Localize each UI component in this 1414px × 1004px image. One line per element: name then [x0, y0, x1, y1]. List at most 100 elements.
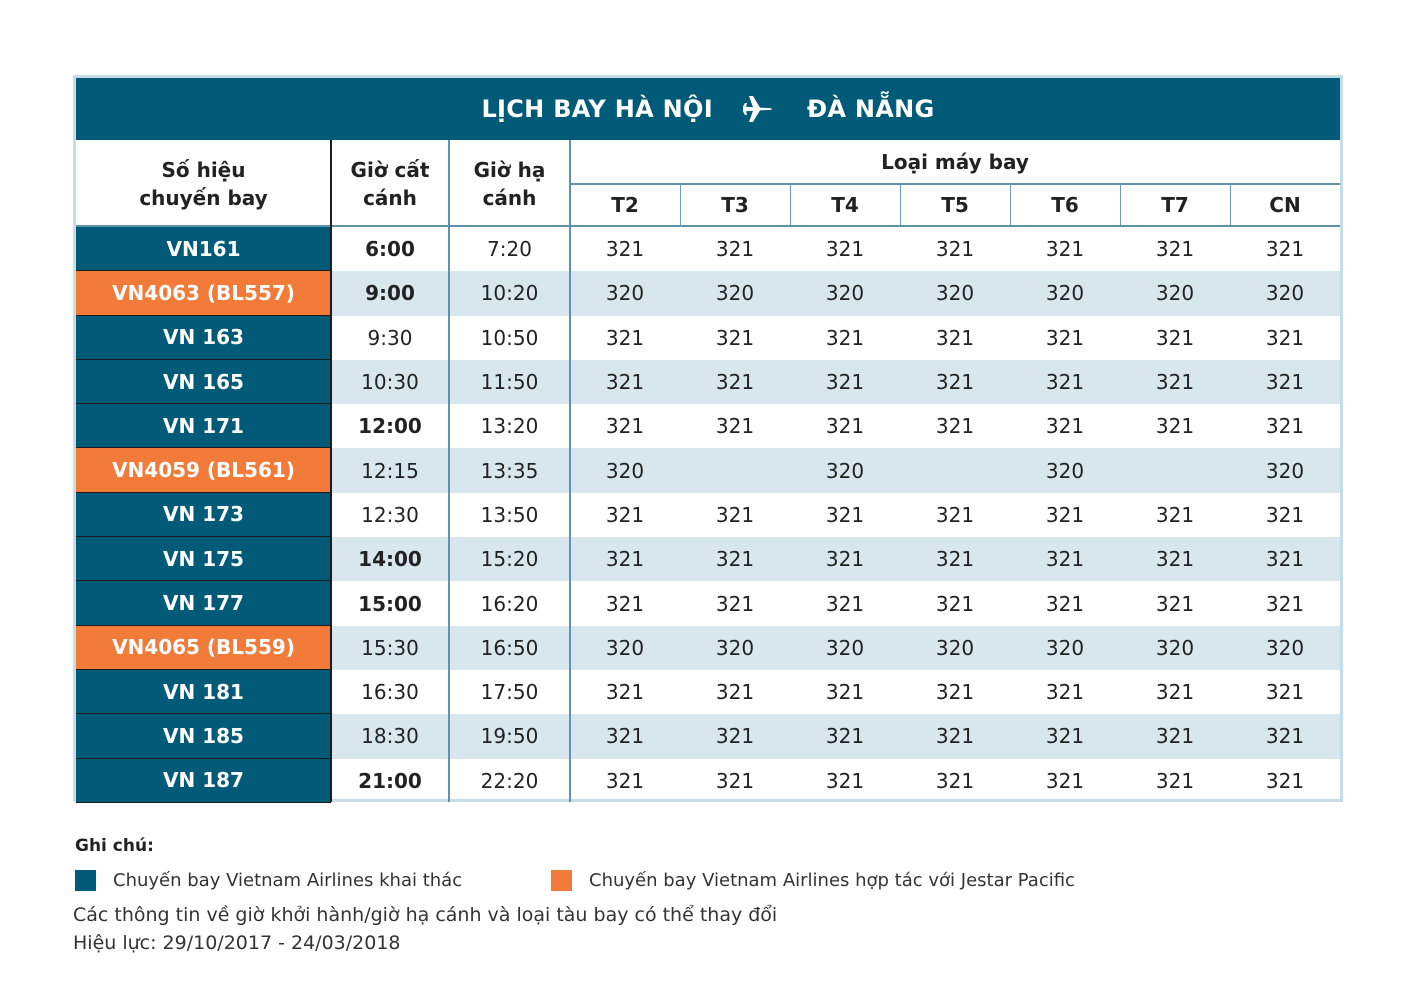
arrival-time-cell: 17:50	[480, 680, 539, 705]
row-background	[331, 714, 1340, 759]
aircraft-cell-cn: 321	[1265, 547, 1305, 572]
flight-number-cell: VN4059 (BL561)	[76, 448, 331, 493]
aircraft-cell-t6: 321	[1045, 325, 1085, 350]
departure-time-cell: 12:00	[358, 414, 422, 439]
flight-number-cell: VN 165	[76, 359, 331, 405]
flight-number-cell: VN 181	[76, 669, 331, 715]
schedule-rows: VN161 6:00 7:20 321 321 321 321 321 321 321 VN4063…	[76, 227, 1340, 803]
aircraft-cell-t2: 320	[605, 635, 645, 660]
aircraft-cell-t4: 321	[825, 680, 865, 705]
departure-time-cell: 16:30	[361, 680, 419, 705]
aircraft-cell-t2: 320	[605, 458, 645, 483]
aircraft-cell-t4: 320	[825, 635, 865, 660]
aircraft-cell-t7: 321	[1155, 370, 1195, 395]
aircraft-cell-cn: 320	[1265, 635, 1305, 660]
departure-time-cell: 6:00	[365, 237, 415, 262]
flight-number-cell: VN 175	[76, 537, 331, 582]
arrival-time-cell: 15:20	[480, 547, 539, 572]
legend-label-vietnam-airlines: Chuyến bay Vietnam Airlines khai thác	[113, 870, 463, 891]
aircraft-cell-t2: 321	[605, 414, 645, 439]
aircraft-cell-t6: 321	[1045, 547, 1085, 572]
aircraft-cell-t3: 321	[715, 370, 755, 395]
table-row: VN 171 12:00 13:20 321 321 321 321 321 321 321	[76, 404, 1340, 449]
day-header-divider	[900, 184, 901, 225]
arrival-time-cell: 16:50	[480, 635, 539, 660]
aircraft-cell-cn: 321	[1265, 680, 1305, 705]
table-header: Số hiệu chuyến bay Giờ cất cánh Giờ hạ c…	[76, 140, 1340, 227]
airplane-icon	[741, 93, 773, 125]
aircraft-cell-t6: 321	[1045, 414, 1085, 439]
arrival-time-cell: 19:50	[480, 724, 539, 749]
aircraft-cell-cn: 321	[1265, 724, 1305, 749]
column-divider-departure	[448, 140, 450, 802]
table-row: VN4059 (BL561) 12:15 13:35 320 320 320 320	[76, 448, 1340, 493]
departure-time-cell: 9:30	[367, 325, 413, 350]
aircraft-cell-cn: 321	[1265, 591, 1305, 616]
aircraft-cell-t2: 321	[605, 370, 645, 395]
table-row: VN 173 12:30 13:50 321 321 321 321 321 321 321	[76, 492, 1340, 538]
aircraft-cell-t3: 321	[715, 768, 755, 793]
header-day-t6: T6	[1051, 192, 1079, 217]
aircraft-cell-t6: 321	[1045, 237, 1085, 262]
aircraft-cell-t3: 321	[715, 414, 755, 439]
aircraft-cell-t6: 320	[1045, 281, 1085, 306]
aircraft-cell-t4: 321	[825, 591, 865, 616]
arrival-time-cell: 7:20	[487, 237, 532, 262]
aircraft-cell-cn: 320	[1265, 281, 1305, 306]
aircraft-cell-t6: 321	[1045, 680, 1085, 705]
day-header-divider	[790, 184, 791, 225]
title-origin: LỊCH BAY HÀ NỘI	[481, 95, 713, 123]
aircraft-cell-t4: 321	[825, 325, 865, 350]
table-row: VN161 6:00 7:20 321 321 321 321 321 321 321	[76, 227, 1340, 272]
aircraft-cell-t4: 321	[825, 414, 865, 439]
departure-time-cell: 18:30	[361, 724, 419, 749]
row-background	[331, 271, 1340, 316]
header-day-t2: T2	[611, 192, 639, 217]
aircraft-cell-t3: 321	[715, 724, 755, 749]
aircraft-cell-t6: 321	[1045, 502, 1085, 527]
aircraft-cell-t5: 321	[935, 547, 975, 572]
header-departure: Giờ cất cánh	[350, 157, 430, 210]
table-row: VN 177 15:00 16:20 321 321 321 321 321 321 321	[76, 581, 1340, 626]
day-header-divider	[1010, 184, 1011, 225]
aircraft-cell-t7: 321	[1155, 591, 1195, 616]
aircraft-cell-t6: 320	[1045, 635, 1085, 660]
flight-number-cell: VN 187	[76, 758, 331, 803]
aircraft-cell-t2: 321	[605, 502, 645, 527]
header-day-t7: T7	[1161, 192, 1189, 217]
column-divider-arrival	[569, 140, 571, 802]
table-row: VN 175 14:00 15:20 321 321 321 321 321 321 321	[76, 537, 1340, 582]
aircraft-cell-t5: 321	[935, 680, 975, 705]
aircraft-cell-t2: 321	[605, 591, 645, 616]
aircraft-cell-t6: 321	[1045, 370, 1085, 395]
aircraft-cell-t3: 320	[715, 635, 755, 660]
day-header-divider	[680, 184, 681, 225]
row-background	[331, 625, 1340, 670]
column-divider-flight	[330, 140, 332, 802]
aircraft-cell-t2: 321	[605, 547, 645, 572]
table-row: VN 187 21:00 22:20 321 321 321 321 321 321 321	[76, 758, 1340, 803]
aircraft-cell-t7: 321	[1155, 325, 1195, 350]
header-day-t5: T5	[941, 192, 969, 217]
departure-time-cell: 12:30	[361, 502, 419, 527]
flight-number-cell: VN 173	[76, 492, 331, 538]
aircraft-cell-t6: 321	[1045, 591, 1085, 616]
aircraft-cell-t6: 321	[1045, 768, 1085, 793]
header-bottom-border	[76, 225, 1340, 227]
aircraft-cell-t7: 321	[1155, 724, 1195, 749]
table-row: VN 185 18:30 19:50 321 321 321 321 321 321 321	[76, 714, 1340, 759]
aircraft-cell-t4: 321	[825, 502, 865, 527]
aircraft-cell-cn: 321	[1265, 237, 1305, 262]
disclaimer-text: Các thông tin về giờ khởi hành/giờ hạ cá…	[73, 904, 778, 926]
schedule-title-bar: LỊCH BAY HÀ NỘI ĐÀ NẴNG	[76, 78, 1340, 140]
header-day-t3: T3	[721, 192, 749, 217]
arrival-time-cell: 10:20	[480, 281, 539, 306]
legend-swatch-vietnam-airlines	[75, 870, 96, 891]
arrival-time-cell: 22:20	[480, 768, 539, 793]
aircraft-cell-t5: 321	[935, 591, 975, 616]
departure-time-cell: 15:30	[361, 635, 419, 660]
flight-schedule-table: LỊCH BAY HÀ NỘI ĐÀ NẴNG Số hiệu chuyến b…	[73, 75, 1343, 803]
aircraft-cell-t4: 321	[825, 547, 865, 572]
departure-time-cell: 21:00	[358, 768, 422, 793]
arrival-time-cell: 10:50	[480, 325, 539, 350]
